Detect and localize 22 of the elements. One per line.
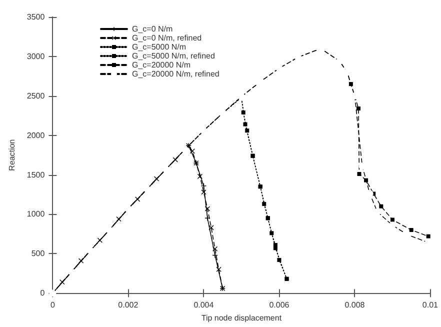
legend-label: G_c=0 N/m, refined xyxy=(132,34,202,42)
x-tick-label: 0.002 xyxy=(118,300,139,310)
x-tick-label: 0 xyxy=(50,300,56,310)
y-axis-title: Reaction xyxy=(8,139,16,171)
y-tick-label: 500 xyxy=(31,249,46,258)
y-tick-label: 0 xyxy=(40,288,46,298)
y-tick-label: 3000 xyxy=(26,52,46,61)
legend-label: G_c=5000 N/m, refined xyxy=(132,52,215,60)
y-tick-label: 1500 xyxy=(26,170,46,180)
y-tick-label: 2500 xyxy=(26,91,46,100)
x-tick-label: 0.01 xyxy=(422,300,439,310)
y-tick-label: 1000 xyxy=(26,210,46,219)
legend-label: G_c=20000 N/m, refined xyxy=(132,70,220,78)
legend-label: G_c=0 N/m xyxy=(132,24,174,34)
x-tick-label: 0.006 xyxy=(269,300,290,310)
x-tick-label: 0.004 xyxy=(194,300,214,310)
y-tick-label: 3500 xyxy=(26,12,46,22)
legend-label: G_c=5000 N/m xyxy=(132,42,186,52)
x-tick-label: 0.008 xyxy=(344,300,366,310)
legend-label: G_c=20000 N/m xyxy=(132,60,191,70)
y-tick-label: 2000 xyxy=(26,130,46,140)
x-axis-title: Tip node displacement xyxy=(201,314,282,322)
